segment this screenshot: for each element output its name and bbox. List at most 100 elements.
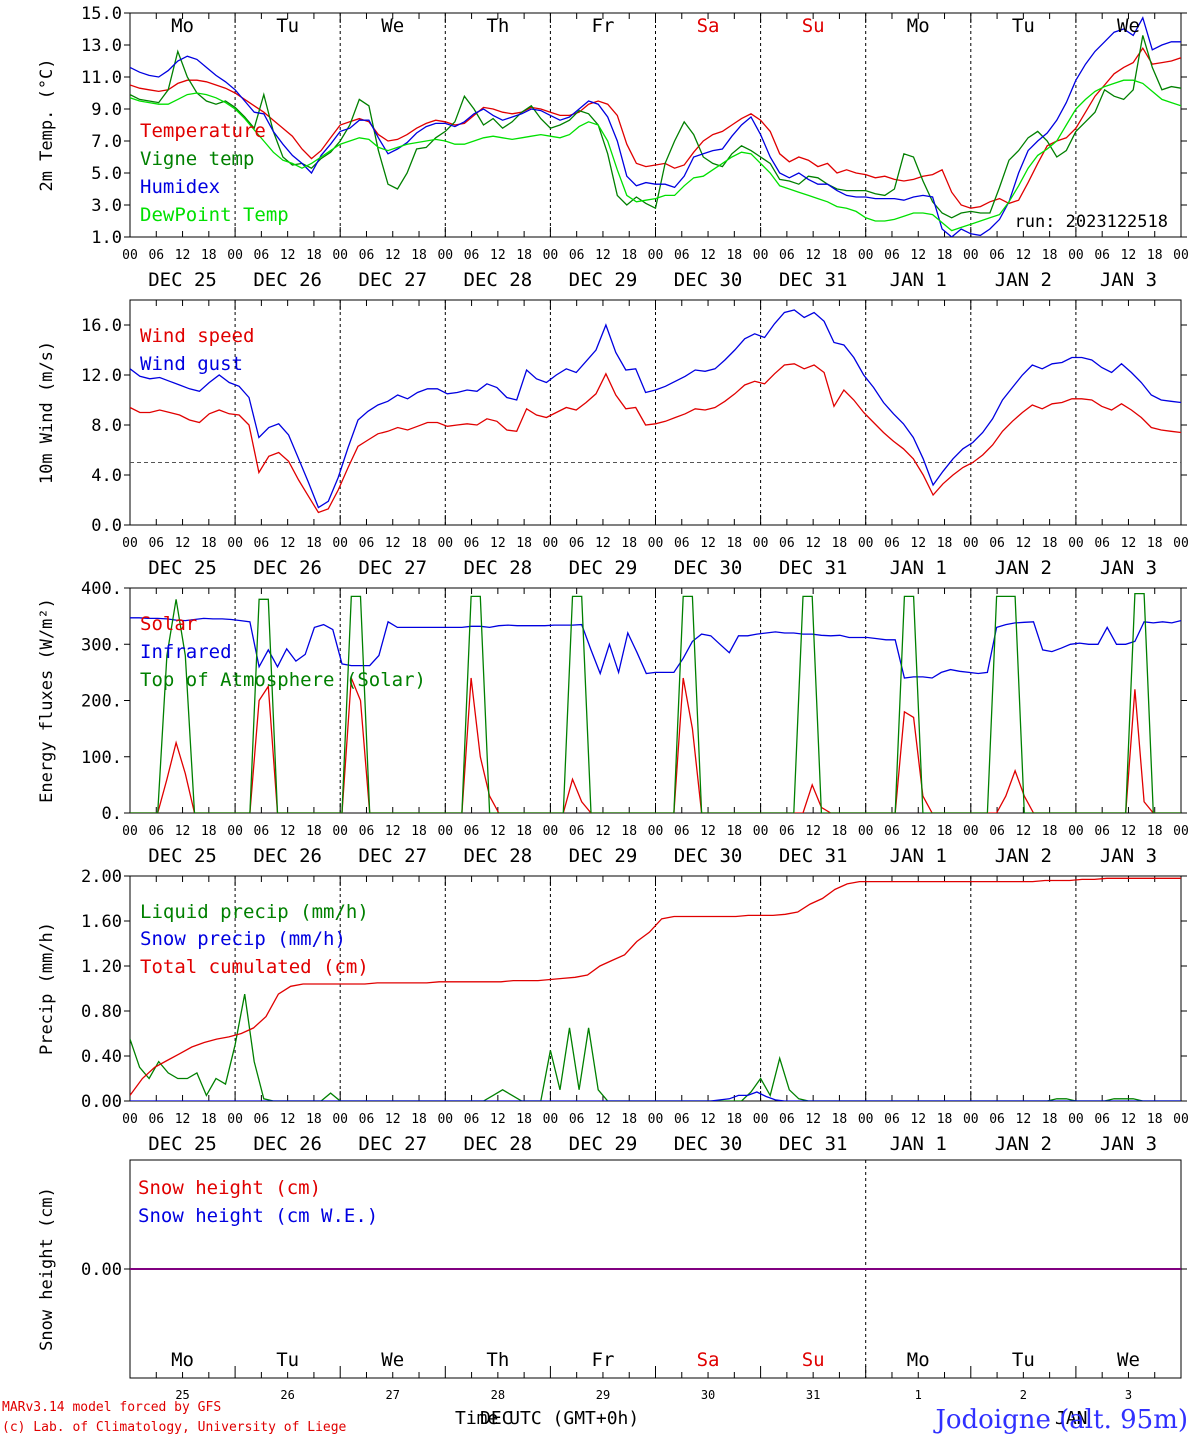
y-tick-label: 16.0 xyxy=(81,316,122,336)
hour-label: 18 xyxy=(1147,1112,1163,1127)
panel-5: 0.00 Snow height (cm) Snow height (cm) Snow… xyxy=(37,1159,1187,1379)
hour-label: 18 xyxy=(726,1112,742,1127)
date-label: DEC 30 xyxy=(674,1133,743,1155)
hour-label: 12 xyxy=(700,824,716,839)
date-label: DEC 26 xyxy=(253,269,322,291)
hour-label: 00 xyxy=(122,824,138,839)
hour-label: 18 xyxy=(1042,536,1058,551)
hour-label: 06 xyxy=(359,536,375,551)
hour-label: 18 xyxy=(1042,1112,1058,1127)
weekday-label: Su xyxy=(802,1349,825,1371)
hour-label: 18 xyxy=(411,536,427,551)
hour-label: 12 xyxy=(175,1112,191,1127)
date-label: DEC 29 xyxy=(569,845,638,867)
hour-label: 00 xyxy=(753,1112,769,1127)
hour-label: 18 xyxy=(621,1112,637,1127)
hour-label: 18 xyxy=(201,1112,217,1127)
y-tick-label: 0. xyxy=(102,804,122,824)
date-label: JAN 3 xyxy=(1100,557,1157,579)
hour-label: 12 xyxy=(1016,536,1032,551)
hour-label: 06 xyxy=(148,536,164,551)
hour-label: 18 xyxy=(306,536,322,551)
hour-label: 06 xyxy=(779,1112,795,1127)
hour-label: 06 xyxy=(359,1112,375,1127)
hour-label: 18 xyxy=(306,824,322,839)
day-number: 2 xyxy=(1020,1388,1027,1402)
date-label: DEC 31 xyxy=(779,845,848,867)
series-line-2 xyxy=(130,35,1181,219)
weekday-label: Fr xyxy=(592,1349,615,1371)
weekday-label: Mo xyxy=(171,15,194,37)
date-label: DEC 28 xyxy=(464,845,533,867)
hour-label: 06 xyxy=(254,536,270,551)
hour-label: 18 xyxy=(621,536,637,551)
weekday-label: We xyxy=(381,1349,404,1371)
y-tick-label: 3.0 xyxy=(91,196,122,216)
hour-label: 18 xyxy=(726,536,742,551)
y-tick-label: 300. xyxy=(81,635,122,655)
hour-label: 00 xyxy=(332,536,348,551)
date-label: DEC 27 xyxy=(358,845,427,867)
hour-label: 00 xyxy=(648,536,664,551)
date-label: JAN 1 xyxy=(890,1133,947,1155)
date-label: DEC 25 xyxy=(148,1133,217,1155)
hour-label: 06 xyxy=(359,824,375,839)
hour-label: 12 xyxy=(280,248,296,263)
day-number: 31 xyxy=(806,1388,820,1402)
hour-label: 12 xyxy=(805,536,821,551)
hour-label: 18 xyxy=(411,248,427,263)
y-axis-label: Precip (mm/h) xyxy=(37,922,57,1055)
date-label: DEC 27 xyxy=(358,557,427,579)
hour-label: 00 xyxy=(543,1112,559,1127)
hour-label: 18 xyxy=(1042,824,1058,839)
hour-label: 12 xyxy=(1016,1112,1032,1127)
date-label: DEC 26 xyxy=(253,845,322,867)
legend-entry: Wind gust xyxy=(140,353,243,375)
hour-label: 18 xyxy=(832,536,848,551)
y-tick-label: 4.0 xyxy=(91,466,122,486)
y-tick-label: 13.0 xyxy=(81,36,122,56)
hour-label: 00 xyxy=(1068,248,1084,263)
hour-label: 18 xyxy=(937,536,953,551)
y-tick-label: 0.80 xyxy=(81,1002,122,1022)
y-tick-label: 8.0 xyxy=(91,416,122,436)
hour-label: 12 xyxy=(490,824,506,839)
hour-label: 00 xyxy=(332,248,348,263)
hour-label: 00 xyxy=(437,536,453,551)
hour-label: 00 xyxy=(1173,248,1189,263)
hour-label: 06 xyxy=(989,248,1005,263)
hour-label: 00 xyxy=(543,248,559,263)
hour-label: 06 xyxy=(464,1112,480,1127)
day-number: 25 xyxy=(175,1388,189,1402)
weekday-label: Sa xyxy=(697,15,720,37)
series-line-2 xyxy=(130,309,1181,509)
hour-label: 12 xyxy=(1121,248,1137,263)
hour-label: 00 xyxy=(648,824,664,839)
day-number: 3 xyxy=(1125,1388,1132,1402)
hour-label: 06 xyxy=(674,1112,690,1127)
weekday-label: Mo xyxy=(171,1349,194,1371)
y-tick-label: 15.0 xyxy=(81,4,122,24)
hour-label: 12 xyxy=(910,824,926,839)
time-axis-label: Time UTC (GMT+0h) xyxy=(455,1408,639,1429)
date-label: DEC 27 xyxy=(358,1133,427,1155)
hour-label: 18 xyxy=(1147,824,1163,839)
legend-entry: Wind speed xyxy=(140,325,254,347)
weekday-label: Mo xyxy=(907,15,930,37)
date-label: JAN 1 xyxy=(890,557,947,579)
hour-label: 12 xyxy=(805,824,821,839)
hour-label: 12 xyxy=(595,824,611,839)
hour-label: 00 xyxy=(227,536,243,551)
date-label: JAN 1 xyxy=(890,845,947,867)
model-credit: MARv3.14 model forced by GFS xyxy=(2,1400,222,1415)
hour-label: 12 xyxy=(1121,824,1137,839)
hour-label: 06 xyxy=(779,824,795,839)
hour-label: 00 xyxy=(122,248,138,263)
hour-label: 06 xyxy=(1094,824,1110,839)
hour-label: 06 xyxy=(569,1112,585,1127)
hour-label: 12 xyxy=(1121,536,1137,551)
legend-entry: Vigne temp xyxy=(140,148,254,170)
y-tick-label: 11.0 xyxy=(81,68,122,88)
y-tick-label: 200. xyxy=(81,692,122,712)
